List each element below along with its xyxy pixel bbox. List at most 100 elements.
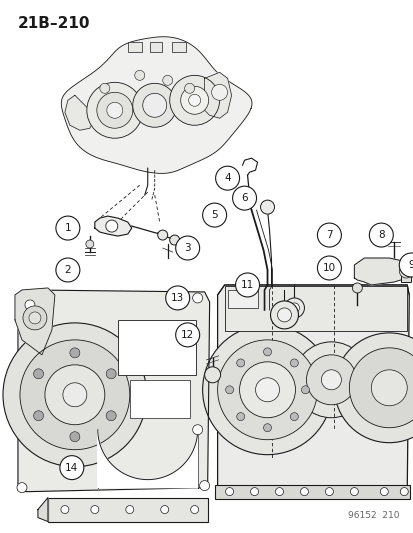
Circle shape [202, 325, 332, 455]
Circle shape [175, 323, 199, 347]
Circle shape [250, 488, 258, 496]
Polygon shape [204, 72, 231, 118]
Circle shape [106, 220, 118, 232]
Circle shape [225, 488, 233, 496]
Circle shape [211, 84, 227, 100]
Circle shape [199, 481, 209, 490]
Bar [227, 290, 257, 308]
Circle shape [33, 369, 43, 379]
Circle shape [368, 223, 392, 247]
Text: 10: 10 [322, 263, 335, 273]
Bar [128, 43, 141, 52]
Circle shape [100, 83, 109, 93]
Text: 13: 13 [171, 293, 184, 303]
Circle shape [293, 342, 368, 418]
Circle shape [160, 506, 168, 514]
Circle shape [255, 378, 279, 402]
Circle shape [349, 348, 413, 427]
Polygon shape [65, 95, 95, 130]
Circle shape [263, 424, 271, 432]
Bar [224, 286, 406, 331]
Polygon shape [217, 285, 408, 491]
Circle shape [232, 186, 256, 210]
Circle shape [202, 203, 226, 227]
Circle shape [204, 367, 220, 383]
Bar [214, 484, 409, 498]
Text: 12: 12 [180, 330, 194, 340]
Circle shape [188, 94, 200, 106]
Circle shape [263, 348, 271, 356]
Circle shape [3, 323, 146, 467]
Circle shape [217, 340, 317, 440]
Circle shape [275, 488, 283, 496]
Circle shape [45, 365, 104, 425]
Text: 9: 9 [407, 260, 413, 270]
Circle shape [192, 425, 202, 435]
Circle shape [370, 370, 406, 406]
Polygon shape [97, 430, 197, 488]
Polygon shape [15, 288, 55, 355]
Circle shape [192, 293, 202, 303]
Bar [48, 498, 207, 522]
Circle shape [70, 348, 80, 358]
Text: 21B–210: 21B–210 [18, 17, 90, 31]
Polygon shape [18, 290, 209, 491]
Circle shape [398, 264, 412, 278]
Circle shape [90, 506, 99, 514]
Circle shape [236, 359, 244, 367]
Circle shape [169, 75, 219, 125]
Circle shape [56, 216, 80, 240]
Bar [150, 43, 161, 52]
Circle shape [56, 258, 80, 282]
Bar [118, 320, 195, 375]
Circle shape [334, 333, 413, 443]
Circle shape [301, 386, 309, 394]
Circle shape [61, 506, 69, 514]
Circle shape [284, 298, 304, 318]
Circle shape [215, 166, 239, 190]
Circle shape [157, 230, 167, 240]
Circle shape [63, 383, 87, 407]
Circle shape [106, 411, 116, 421]
Text: 5: 5 [211, 210, 217, 220]
Circle shape [60, 456, 84, 480]
Circle shape [180, 86, 208, 114]
Text: 96152  210: 96152 210 [347, 511, 398, 520]
Circle shape [17, 482, 27, 492]
Text: 7: 7 [325, 230, 332, 240]
Circle shape [306, 355, 356, 405]
Circle shape [135, 70, 145, 80]
Circle shape [23, 306, 47, 330]
Text: 1: 1 [64, 223, 71, 233]
Circle shape [97, 92, 133, 128]
Circle shape [175, 236, 199, 260]
Bar [171, 43, 185, 52]
Circle shape [70, 432, 80, 442]
Text: 14: 14 [65, 463, 78, 473]
Circle shape [260, 200, 274, 214]
Text: 4: 4 [224, 173, 230, 183]
Circle shape [87, 82, 142, 138]
Circle shape [351, 283, 361, 293]
Circle shape [142, 93, 166, 117]
Polygon shape [61, 37, 252, 173]
Circle shape [235, 273, 259, 297]
Circle shape [325, 488, 332, 496]
Circle shape [107, 102, 123, 118]
Circle shape [236, 413, 244, 421]
Text: 3: 3 [184, 243, 190, 253]
Circle shape [398, 253, 413, 277]
Text: 11: 11 [240, 280, 254, 290]
Bar [129, 380, 189, 418]
Circle shape [290, 359, 298, 367]
Circle shape [300, 488, 308, 496]
Circle shape [289, 303, 299, 313]
Circle shape [20, 340, 129, 450]
Polygon shape [95, 216, 131, 236]
Text: 8: 8 [377, 230, 384, 240]
Polygon shape [38, 498, 48, 522]
Polygon shape [354, 258, 406, 285]
Circle shape [399, 488, 407, 496]
Circle shape [270, 301, 298, 329]
Circle shape [190, 506, 198, 514]
